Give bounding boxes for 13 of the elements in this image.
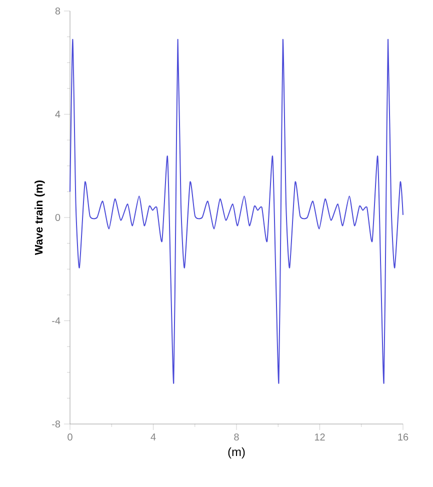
y-tick-label: 8 [55,7,60,15]
y-tick-label: 4 [55,110,60,118]
x-tick-label: 8 [234,434,239,441]
y-axis-title: Wave train (m) [34,180,45,256]
x-tick-label: 16 [398,434,408,441]
x-tick-label: 12 [314,434,325,440]
x-tick-label: 0 [68,434,72,441]
line-series [70,38,404,384]
x-axis-title: (m) [228,447,245,459]
y-tick-label: -8 [52,420,60,428]
y-tick-label: -4 [52,317,60,324]
x-tick-label: 4 [150,433,156,440]
y-tick-label: 0 [55,214,60,222]
